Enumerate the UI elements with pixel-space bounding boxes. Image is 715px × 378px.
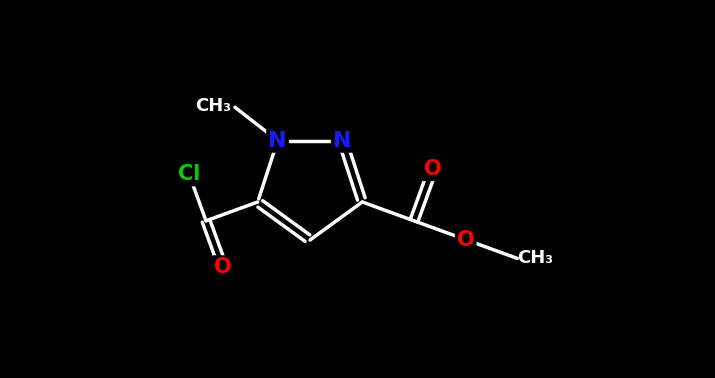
Text: O: O — [214, 257, 232, 277]
Text: CH₃: CH₃ — [518, 249, 553, 267]
Text: O: O — [424, 159, 442, 179]
Text: O: O — [457, 229, 475, 249]
Text: N: N — [333, 130, 352, 150]
Text: CH₃: CH₃ — [194, 96, 231, 115]
Text: N: N — [268, 130, 287, 150]
Text: Cl: Cl — [178, 164, 200, 184]
